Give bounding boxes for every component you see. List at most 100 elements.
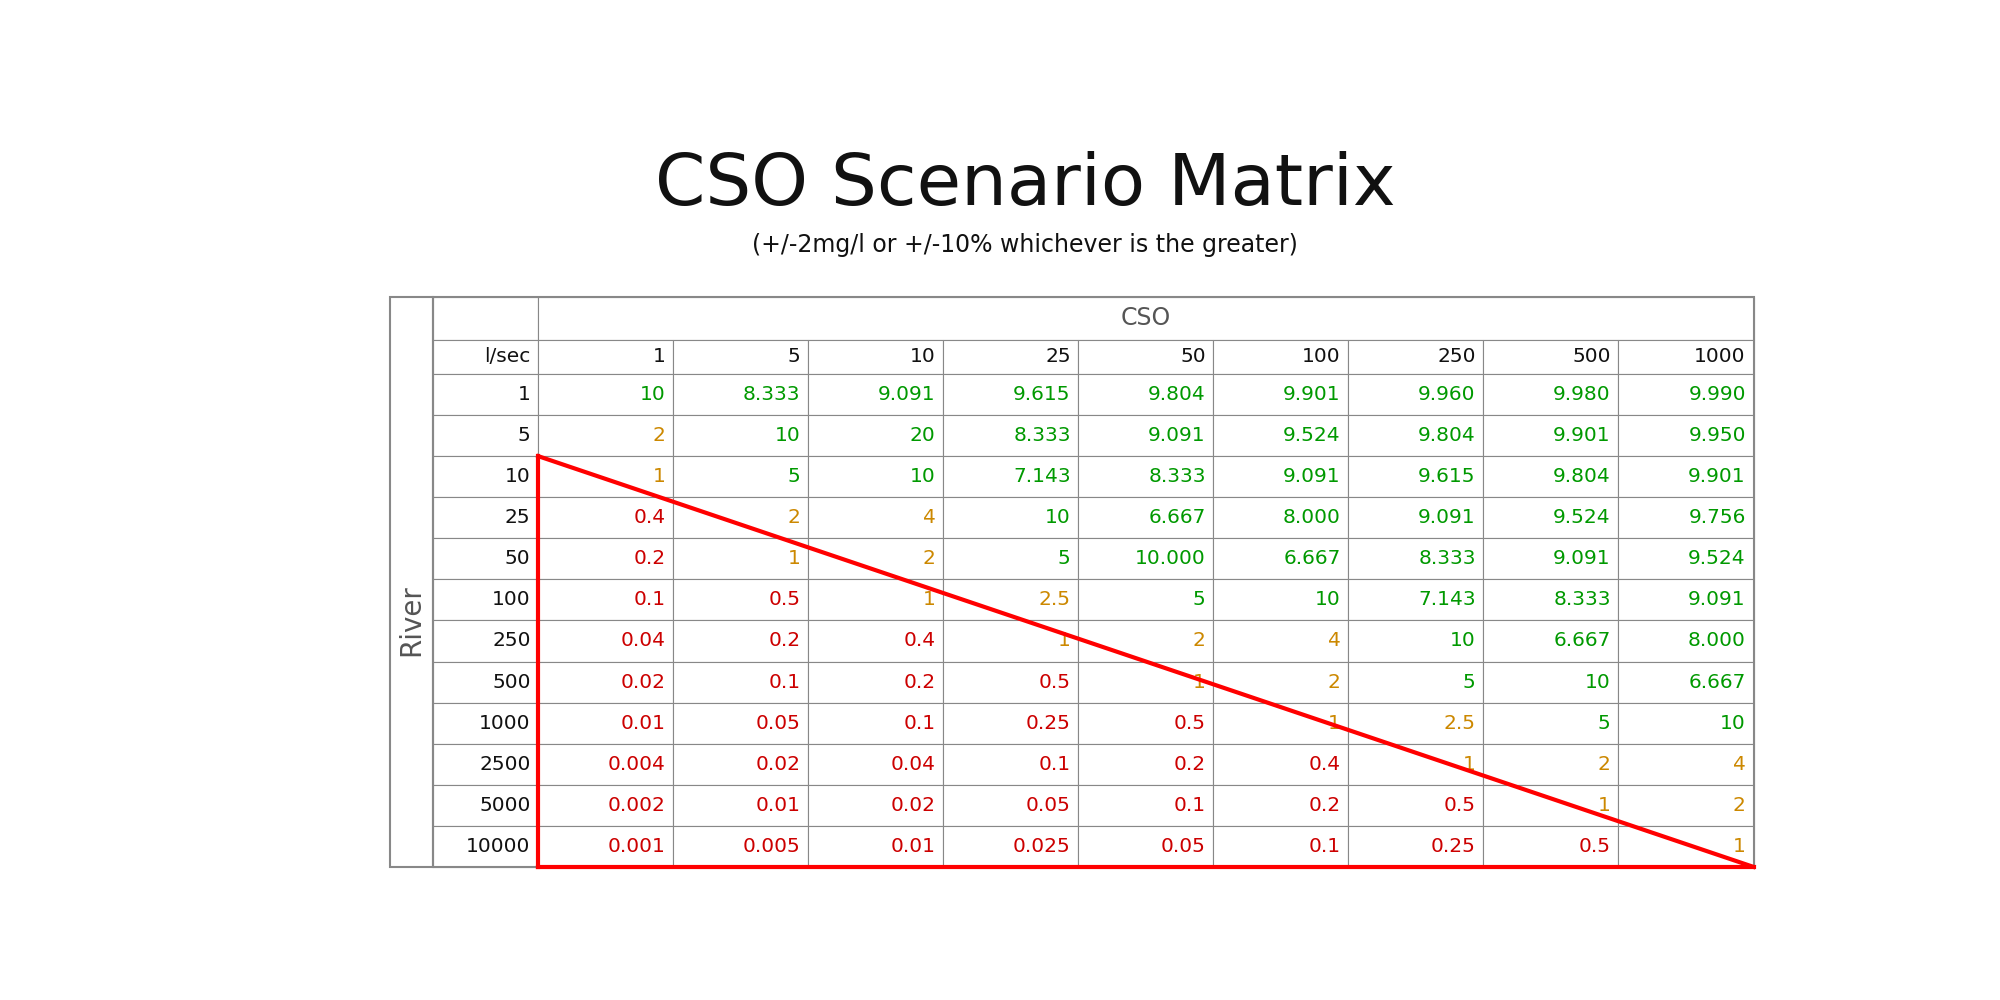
Bar	[1078, 579, 1214, 620]
Text: (+/-2mg/l or +/-10% whichever is the greater): (+/-2mg/l or +/-10% whichever is the gre…	[752, 233, 1298, 257]
Text: 0.005: 0.005	[742, 837, 800, 856]
Bar	[1078, 456, 1214, 497]
Text: 9.091: 9.091	[878, 385, 936, 404]
Text: 0.05: 0.05	[1026, 796, 1070, 815]
Bar	[432, 785, 538, 826]
Bar	[1214, 340, 1348, 374]
Text: 1: 1	[1328, 714, 1340, 733]
Bar	[538, 662, 674, 703]
Bar	[944, 744, 1078, 785]
Text: 10: 10	[774, 426, 800, 445]
Text: 8.000: 8.000	[1282, 508, 1340, 527]
Bar	[944, 456, 1078, 497]
Text: 0.01: 0.01	[620, 714, 666, 733]
Bar	[1618, 826, 1754, 867]
Text: 0.1: 0.1	[1174, 796, 1206, 815]
Bar	[1078, 703, 1214, 744]
Text: 9.615: 9.615	[1014, 385, 1070, 404]
Text: 50: 50	[1180, 347, 1206, 366]
Text: 0.1: 0.1	[904, 714, 936, 733]
Bar	[1348, 703, 1484, 744]
Bar	[1484, 744, 1618, 785]
Bar	[1214, 374, 1348, 415]
Bar	[674, 785, 808, 826]
Text: 9.091: 9.091	[1148, 426, 1206, 445]
Bar	[1214, 744, 1348, 785]
Text: 2: 2	[1192, 631, 1206, 650]
Bar	[1348, 579, 1484, 620]
Text: 2: 2	[788, 508, 800, 527]
Bar	[674, 538, 808, 579]
Text: 0.5: 0.5	[1174, 714, 1206, 733]
Text: 0.01: 0.01	[756, 796, 800, 815]
Bar	[1618, 497, 1754, 538]
Bar	[1348, 374, 1484, 415]
Text: 10: 10	[640, 385, 666, 404]
Text: 1: 1	[1598, 796, 1610, 815]
Text: 100: 100	[492, 590, 530, 609]
Text: 8.333: 8.333	[1554, 590, 1610, 609]
Text: 1000: 1000	[480, 714, 530, 733]
Text: 10: 10	[910, 467, 936, 486]
Text: 9.091: 9.091	[1284, 467, 1340, 486]
Bar	[538, 620, 674, 662]
Text: 9.804: 9.804	[1418, 426, 1476, 445]
Text: 0.4: 0.4	[634, 508, 666, 527]
Bar	[538, 826, 674, 867]
Bar	[944, 497, 1078, 538]
Bar	[432, 826, 538, 867]
Bar	[432, 579, 538, 620]
Text: 9.950: 9.950	[1688, 426, 1746, 445]
Bar	[1214, 785, 1348, 826]
Text: 8.333: 8.333	[744, 385, 800, 404]
Bar	[1484, 497, 1618, 538]
Bar	[808, 620, 944, 662]
Bar	[538, 703, 674, 744]
Text: 2: 2	[652, 426, 666, 445]
Bar	[432, 297, 538, 340]
Text: 8.333: 8.333	[1148, 467, 1206, 486]
Text: 9.091: 9.091	[1554, 549, 1610, 568]
Text: 0.004: 0.004	[608, 755, 666, 774]
Bar	[1618, 579, 1754, 620]
Bar	[1484, 620, 1618, 662]
Text: 0.02: 0.02	[620, 673, 666, 692]
Bar	[944, 785, 1078, 826]
Text: 0.01: 0.01	[890, 837, 936, 856]
Bar	[674, 579, 808, 620]
Text: 250: 250	[1438, 347, 1476, 366]
Bar	[538, 497, 674, 538]
Bar	[1078, 744, 1214, 785]
Text: l/sec: l/sec	[484, 347, 530, 366]
Bar	[674, 415, 808, 456]
Text: 8.333: 8.333	[1418, 549, 1476, 568]
Text: 1: 1	[518, 385, 530, 404]
Bar	[538, 374, 674, 415]
Bar	[432, 744, 538, 785]
Text: 0.25: 0.25	[1026, 714, 1070, 733]
Text: 1: 1	[1192, 673, 1206, 692]
Text: 25: 25	[1046, 347, 1070, 366]
Text: 0.025: 0.025	[1012, 837, 1070, 856]
Text: 0.2: 0.2	[1308, 796, 1340, 815]
Text: 8.000: 8.000	[1688, 631, 1746, 650]
Text: 10: 10	[1584, 673, 1610, 692]
Bar	[1484, 826, 1618, 867]
Text: 0.2: 0.2	[634, 549, 666, 568]
Bar	[808, 497, 944, 538]
Bar	[944, 620, 1078, 662]
Bar	[944, 415, 1078, 456]
Text: 10: 10	[1450, 631, 1476, 650]
Bar	[1618, 415, 1754, 456]
Bar	[1078, 497, 1214, 538]
Bar	[1348, 340, 1484, 374]
Text: 2.5: 2.5	[1038, 590, 1070, 609]
Bar	[1484, 456, 1618, 497]
Text: 0.05: 0.05	[1160, 837, 1206, 856]
Text: 1: 1	[1462, 755, 1476, 774]
Bar	[1078, 662, 1214, 703]
Text: 6.667: 6.667	[1148, 508, 1206, 527]
Text: 0.05: 0.05	[756, 714, 800, 733]
Bar	[538, 456, 674, 497]
Bar	[1078, 826, 1214, 867]
